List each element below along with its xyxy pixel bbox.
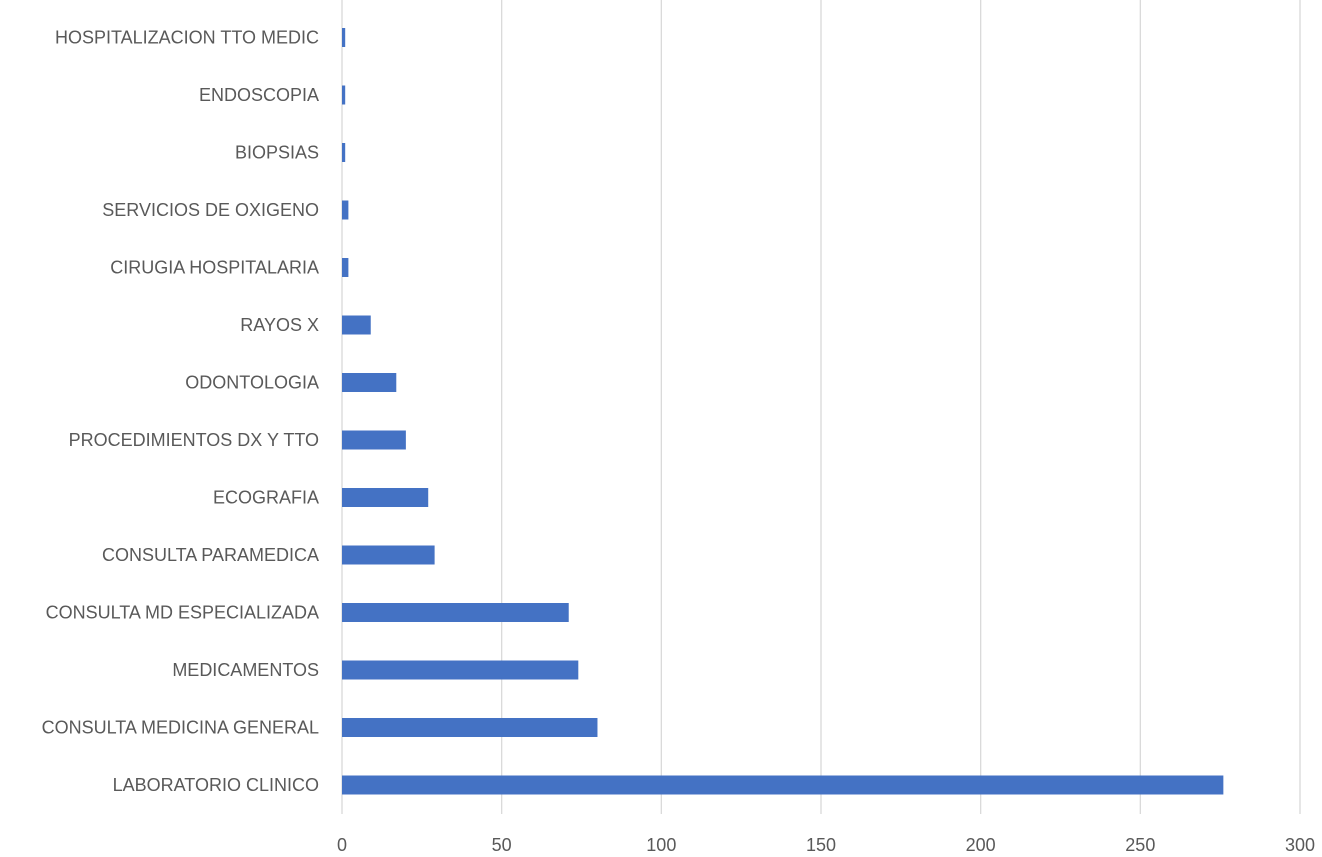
bar xyxy=(342,545,435,565)
x-tick-label: 0 xyxy=(337,835,347,855)
bar xyxy=(342,488,429,507)
bar xyxy=(342,143,346,162)
category-label: ECOGRAFIA xyxy=(213,488,319,508)
category-label: CIRUGIA HOSPITALARIA xyxy=(110,258,319,278)
category-label: CONSULTA MEDICINA GENERAL xyxy=(42,718,319,738)
bar xyxy=(342,373,397,392)
bar xyxy=(342,315,371,335)
category-label: BIOPSIAS xyxy=(235,143,319,163)
category-label: CONSULTA MD ESPECIALIZADA xyxy=(46,603,319,623)
x-tick-label: 50 xyxy=(492,835,512,855)
category-label: MEDICAMENTOS xyxy=(172,660,319,680)
x-tick-label: 250 xyxy=(1125,835,1155,855)
category-labels: LABORATORIO CLINICO CONSULTA MEDICINA GEN… xyxy=(42,28,319,796)
category-label: CONSULTA PARAMEDICA xyxy=(102,545,319,565)
bar xyxy=(342,258,349,277)
gridlines xyxy=(341,0,1301,814)
x-axis-tick-labels: 0 50 100 150 200 250 300 xyxy=(337,835,1315,855)
x-tick-label: 100 xyxy=(646,835,676,855)
category-label: HOSPITALIZACION TTO MEDIC xyxy=(55,28,319,48)
bar xyxy=(342,603,569,622)
bar xyxy=(342,718,598,737)
x-tick-label: 150 xyxy=(806,835,836,855)
bar xyxy=(342,28,346,47)
bar xyxy=(342,660,579,680)
bar xyxy=(342,775,1224,795)
category-label: ENDOSCOPIA xyxy=(199,85,319,105)
x-tick-label: 200 xyxy=(966,835,996,855)
category-label: LABORATORIO CLINICO xyxy=(113,775,319,795)
category-label: SERVICIOS DE OXIGENO xyxy=(102,200,319,220)
category-label: ODONTOLOGIA xyxy=(185,373,319,393)
bar xyxy=(342,200,349,220)
bar xyxy=(342,85,346,105)
bars xyxy=(342,28,1224,795)
category-label: PROCEDIMIENTOS DX Y TTO xyxy=(69,430,319,450)
x-tick-label: 300 xyxy=(1285,835,1315,855)
bar xyxy=(342,430,406,450)
category-label: RAYOS X xyxy=(240,315,319,335)
